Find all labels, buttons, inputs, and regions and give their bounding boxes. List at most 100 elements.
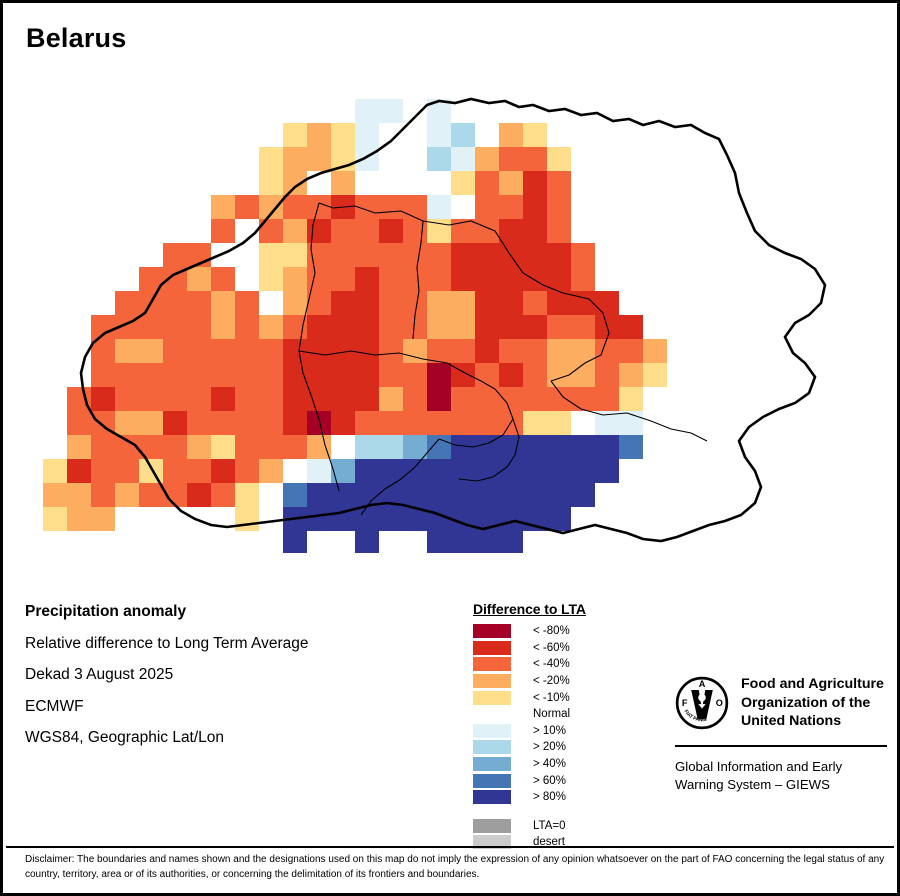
raster-cell bbox=[547, 363, 571, 387]
raster-cell bbox=[379, 123, 403, 147]
raster-cell bbox=[259, 291, 283, 315]
raster-cell bbox=[499, 435, 523, 459]
raster-cell bbox=[139, 483, 163, 507]
raster-cell bbox=[571, 435, 595, 459]
raster-cell bbox=[427, 411, 451, 435]
legend-swatch-gt10 bbox=[473, 723, 511, 738]
legend-item-gt10[interactable]: > 10% bbox=[473, 723, 653, 740]
raster-cell bbox=[139, 459, 163, 483]
raster-cell bbox=[331, 459, 355, 483]
raster-cell bbox=[475, 435, 499, 459]
raster-cell bbox=[451, 195, 475, 219]
raster-cell bbox=[547, 435, 571, 459]
raster-cell bbox=[163, 291, 187, 315]
raster-cell bbox=[235, 339, 259, 363]
raster-cell bbox=[67, 435, 91, 459]
raster-cell bbox=[355, 339, 379, 363]
raster-cell bbox=[547, 315, 571, 339]
legend-item-desert[interactable]: desert bbox=[473, 834, 653, 851]
raster-cell bbox=[595, 387, 619, 411]
raster-cell bbox=[379, 171, 403, 195]
raster-cell bbox=[307, 291, 331, 315]
raster-cell bbox=[523, 363, 547, 387]
raster-cell bbox=[379, 411, 403, 435]
fao-org-line-3: United Nations bbox=[741, 713, 842, 730]
raster-cell bbox=[595, 459, 619, 483]
legend-item-lt-10[interactable]: < -10% bbox=[473, 689, 653, 706]
raster-cell bbox=[67, 483, 91, 507]
raster-cell bbox=[499, 291, 523, 315]
legend-title: Difference to LTA bbox=[473, 601, 586, 617]
raster-cell bbox=[91, 435, 115, 459]
legend-label-gt10: > 10% bbox=[533, 724, 566, 737]
raster-cell bbox=[619, 411, 643, 435]
raster-cell bbox=[499, 315, 523, 339]
legend-swatch-desert bbox=[473, 835, 511, 850]
raster-cell bbox=[475, 267, 499, 291]
raster-cell bbox=[355, 267, 379, 291]
raster-cell bbox=[451, 411, 475, 435]
raster-cell bbox=[547, 339, 571, 363]
raster-cell bbox=[283, 291, 307, 315]
legend-item-normal[interactable]: Normal bbox=[473, 706, 653, 723]
raster-cell bbox=[499, 219, 523, 243]
legend-item-gt80[interactable]: > 80% bbox=[473, 789, 653, 806]
raster-cell bbox=[211, 195, 235, 219]
raster-cell bbox=[475, 243, 499, 267]
legend-item-lt-60[interactable]: < -60% bbox=[473, 640, 653, 657]
raster-cell bbox=[115, 387, 139, 411]
raster-cell bbox=[427, 123, 451, 147]
raster-cell bbox=[331, 243, 355, 267]
fao-org-line-1: Food and Agriculture bbox=[741, 676, 884, 692]
legend-item-lt-80[interactable]: < -80% bbox=[473, 623, 653, 640]
legend-swatch-gt40 bbox=[473, 757, 511, 772]
raster-cell bbox=[235, 363, 259, 387]
raster-cell bbox=[163, 315, 187, 339]
raster-cell bbox=[499, 123, 523, 147]
legend-item-gt40[interactable]: > 40% bbox=[473, 756, 653, 773]
legend-item-lt-20[interactable]: < -20% bbox=[473, 673, 653, 690]
legend-item-gt20[interactable]: > 20% bbox=[473, 739, 653, 756]
raster-cell bbox=[475, 363, 499, 387]
raster-cell bbox=[523, 459, 547, 483]
raster-cell bbox=[187, 435, 211, 459]
raster-cell bbox=[211, 291, 235, 315]
raster-cell bbox=[547, 507, 571, 531]
raster-cell bbox=[451, 147, 475, 171]
raster-cell bbox=[43, 459, 67, 483]
raster-cell bbox=[283, 531, 307, 553]
raster-cell bbox=[427, 435, 451, 459]
raster-cell bbox=[211, 483, 235, 507]
raster-cell bbox=[163, 243, 187, 267]
raster-cell bbox=[283, 387, 307, 411]
raster-cell bbox=[139, 315, 163, 339]
raster-cell bbox=[259, 267, 283, 291]
raster-cell bbox=[259, 171, 283, 195]
raster-cell bbox=[403, 195, 427, 219]
legend-swatch-lta0 bbox=[473, 818, 511, 833]
info-line-source: ECMWF bbox=[25, 697, 84, 715]
raster-cell bbox=[307, 483, 331, 507]
raster-cell bbox=[163, 459, 187, 483]
raster-cell bbox=[67, 459, 91, 483]
raster-cell bbox=[547, 483, 571, 507]
legend-item-lt-40[interactable]: < -40% bbox=[473, 656, 653, 673]
raster-cell bbox=[571, 459, 595, 483]
raster-cell bbox=[403, 387, 427, 411]
legend-item-lta0[interactable]: LTA=0 bbox=[473, 818, 653, 835]
legend-item-gt60[interactable]: > 60% bbox=[473, 772, 653, 789]
raster-cell bbox=[427, 387, 451, 411]
map-legend: Difference to LTA < -80% < -60% < -40% < -2… bbox=[473, 601, 653, 851]
raster-cell bbox=[523, 315, 547, 339]
raster-cell bbox=[379, 387, 403, 411]
raster-cell bbox=[235, 459, 259, 483]
raster-cell bbox=[283, 363, 307, 387]
raster-cell bbox=[355, 123, 379, 147]
choropleth-map[interactable] bbox=[3, 63, 897, 553]
raster-cell bbox=[403, 411, 427, 435]
giews-line-1: Global Information and Early bbox=[675, 759, 843, 775]
raster-cell bbox=[259, 435, 283, 459]
raster-cell bbox=[283, 171, 307, 195]
raster-cell bbox=[259, 507, 283, 531]
raster-cell bbox=[523, 219, 547, 243]
